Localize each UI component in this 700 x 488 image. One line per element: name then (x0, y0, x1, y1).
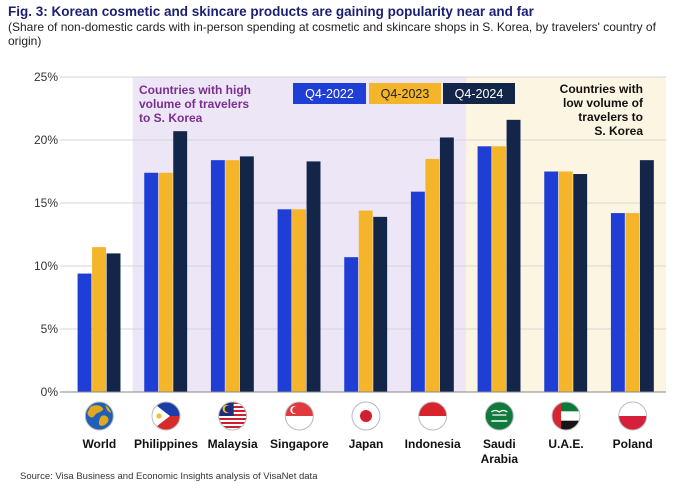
flag-outline (484, 401, 514, 431)
poland-flag-icon (618, 402, 647, 430)
legend-swatch (443, 83, 515, 104)
bar (344, 257, 359, 392)
bar (106, 253, 121, 392)
bar (292, 209, 306, 392)
bar (610, 213, 625, 392)
bar (92, 247, 106, 392)
philippines-flag-icon (152, 402, 180, 430)
x-tick-label: Philippines (134, 437, 198, 451)
bar (639, 160, 654, 392)
bar (425, 158, 440, 392)
page-title: Fig. 3: Korean cosmetic and skincare pro… (8, 4, 534, 19)
y-tick-label: 25% (34, 70, 58, 84)
y-tick-label: 15% (34, 196, 58, 210)
x-tick-label: Indonesia (405, 437, 461, 451)
globe-icon (85, 402, 114, 430)
bar (373, 216, 388, 392)
flag-outline (218, 401, 248, 431)
uae-flag-icon (552, 402, 580, 430)
bar (439, 137, 454, 392)
bar (558, 171, 573, 392)
bar (358, 210, 373, 392)
bar (144, 172, 159, 392)
x-tick-label: Poland (613, 437, 653, 451)
legend-label: Q4-2024 (455, 87, 504, 101)
bar (239, 156, 254, 392)
flag-outline (551, 401, 581, 431)
y-tick-label: 5% (41, 322, 59, 336)
singapore-flag-icon (285, 402, 314, 430)
legend-swatch (369, 83, 441, 104)
legend-swatch (293, 83, 366, 104)
bar (477, 146, 492, 392)
bar (506, 119, 521, 392)
bar (173, 131, 188, 392)
flag-outline (151, 401, 181, 431)
x-tick-label: U.A.E. (548, 437, 583, 451)
flag-outline (618, 401, 648, 431)
flag-outline (418, 401, 448, 431)
legend-label: Q4-2022 (305, 87, 354, 101)
flag-outline (351, 401, 381, 431)
bar (77, 273, 92, 392)
page-subtitle: (Share of non-domestic cards with in-per… (8, 20, 656, 48)
bar (158, 172, 173, 392)
bar (225, 160, 240, 392)
indonesia-flag-icon (418, 402, 447, 430)
bar (277, 209, 292, 392)
y-tick-label: 10% (34, 259, 58, 273)
source-note: Source: Visa Business and Economic Insig… (20, 471, 318, 482)
bar (210, 160, 225, 392)
high-volume-label: Countries with high volume of travelers to… (139, 83, 251, 125)
bar (544, 171, 559, 392)
flag-outline (84, 401, 114, 431)
flag-outline (284, 401, 314, 431)
bar (625, 213, 640, 392)
x-tick-label: Japan (349, 437, 384, 451)
x-tick-label: Singapore (270, 437, 329, 451)
x-tick-label: World (82, 437, 116, 451)
x-tick-label: Malaysia (208, 437, 258, 451)
saudi-arabia-flag-icon (485, 402, 514, 430)
y-tick-label: 0% (41, 385, 59, 399)
x-tick-label: Saudi Arabia (481, 437, 519, 466)
bar (306, 161, 321, 392)
japan-flag-icon (352, 402, 380, 430)
y-tick-label: 20% (34, 133, 58, 147)
bar (492, 146, 506, 392)
legend-label: Q4-2023 (381, 87, 430, 101)
bar (573, 174, 588, 392)
low-volume-label: Countries with low volume of travelers to S… (560, 82, 644, 138)
bar (410, 191, 425, 392)
